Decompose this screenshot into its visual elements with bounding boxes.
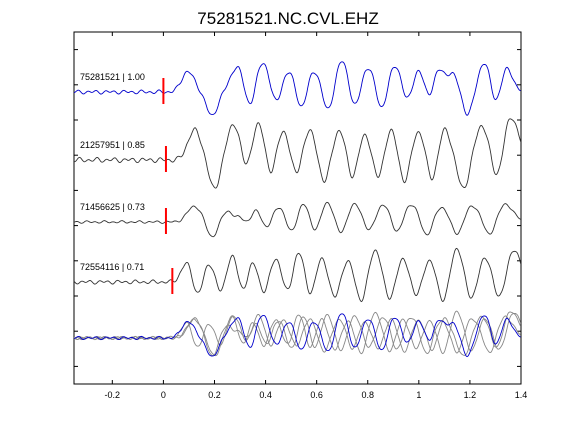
x-tick-label: 0 <box>161 390 166 400</box>
x-tick-label: 0.6 <box>310 390 323 400</box>
y-ticks <box>74 49 521 367</box>
trace-line-72554116 <box>73 247 522 303</box>
trace-label-75281521: 75281521 | 1.00 <box>80 72 145 82</box>
chart-title: 75281521.NC.CVL.EHZ <box>197 9 378 28</box>
x-tick-label: 0.4 <box>259 390 272 400</box>
trace-label-72554116: 72554116 | 0.71 <box>80 262 144 272</box>
trace-label-21257951: 21257951 | 0.85 <box>80 140 145 150</box>
x-tick-label: 1 <box>416 390 421 400</box>
pick-markers <box>162 78 174 294</box>
x-tick-label: 1.2 <box>464 390 477 400</box>
trace-label-71456625: 71456625 | 0.73 <box>80 202 145 212</box>
trace-line-21257951 <box>74 118 522 189</box>
x-tick-label: -0.2 <box>105 390 121 400</box>
plot-frame <box>73 31 522 385</box>
x-axis: -0.2 0 0.2 0.4 0.6 0.8 1 1.2 1.4 <box>105 32 528 400</box>
x-tick-label: 0.8 <box>361 390 374 400</box>
trace-line-71456625 <box>73 201 521 238</box>
stack-line-72554116 <box>73 310 522 355</box>
x-tick-label: 1.4 <box>515 390 528 400</box>
trace-line-75281521 <box>73 61 521 116</box>
stacked-traces <box>73 310 522 358</box>
trace-labels: 75281521 | 1.00 21257951 | 0.85 71456625 |… <box>80 72 145 272</box>
stack-line-75281521 <box>73 313 521 358</box>
x-tick-label: 0.2 <box>208 390 221 400</box>
traces <box>73 61 522 303</box>
